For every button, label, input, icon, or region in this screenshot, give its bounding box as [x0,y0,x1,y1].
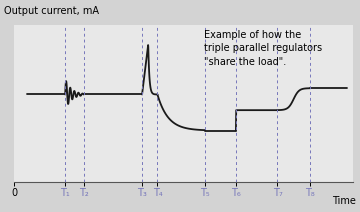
Text: Output current, mA: Output current, mA [4,6,99,16]
Text: Example of how the
triple parallel regulators
"share the load".: Example of how the triple parallel regul… [204,30,322,67]
Text: Time: Time [333,196,356,206]
